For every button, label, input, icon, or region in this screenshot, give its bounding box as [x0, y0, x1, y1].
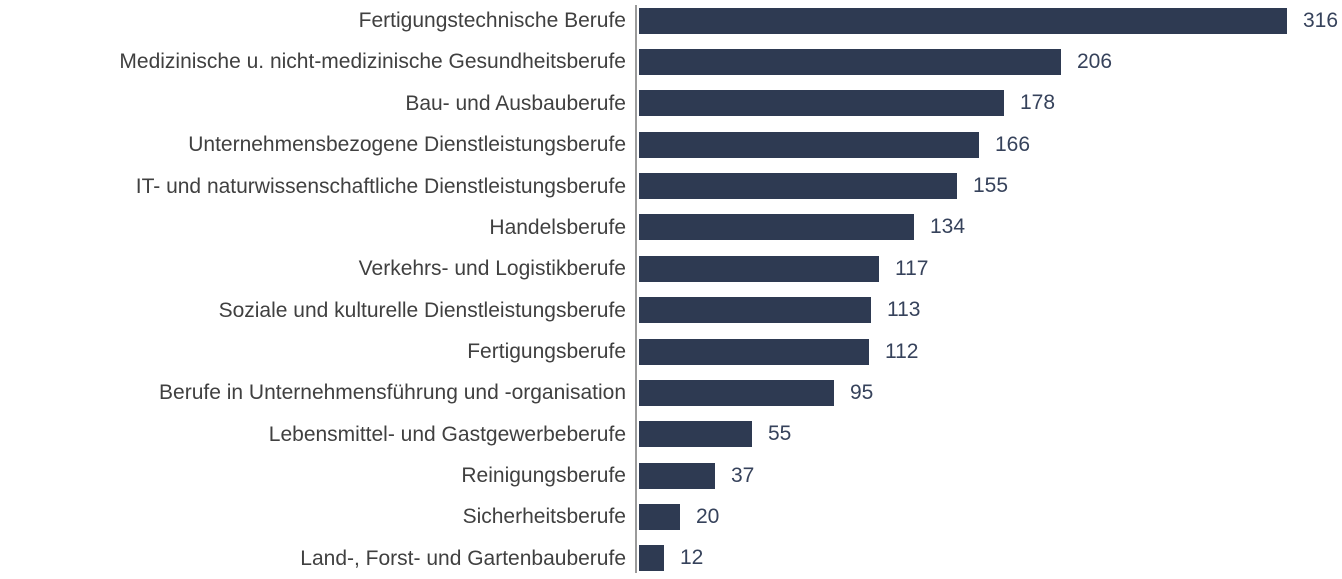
category-label: Fertigungsberufe: [467, 340, 626, 363]
bar-area: 55: [639, 414, 1342, 455]
bar: [639, 503, 680, 530]
category-label: Reinigungsberufe: [461, 464, 626, 488]
category-label: Medizinische u. nicht-medizinische Gesun…: [119, 50, 626, 74]
value-label: 12: [680, 546, 704, 570]
chart-row: Bau- und Ausbauberufe 178: [0, 83, 1342, 124]
bar-area: 113: [639, 290, 1342, 331]
chart-row: Fertigungstechnische Berufe 316: [0, 0, 1342, 41]
bar-area: 20: [639, 496, 1342, 537]
chart-row: Unternehmensbezogene Dienstleistungsberu…: [0, 124, 1342, 165]
bar: [639, 49, 1061, 76]
value-label: 316: [1303, 8, 1339, 32]
category-label: IT- und naturwissenschaftliche Dienstlei…: [135, 174, 626, 198]
category-label: Fertigungstechnische Berufe: [358, 9, 626, 33]
value-label: 155: [973, 174, 1009, 198]
chart-row: Fertigungsberufe 112: [0, 331, 1342, 372]
bar-area: 316: [639, 0, 1342, 41]
bar: [639, 173, 957, 200]
y-axis-line: [635, 5, 637, 573]
category-label: Lebensmittel- und Gastgewerbeberufe: [268, 422, 626, 446]
bar-area: 117: [639, 248, 1342, 289]
chart-row: Verkehrs- und Logistikberufe 117: [0, 248, 1342, 289]
value-label: 95: [850, 380, 874, 404]
bar-area: 206: [639, 41, 1342, 82]
bar-area: 95: [639, 372, 1342, 413]
bar-area: 166: [639, 124, 1342, 165]
chart-row: Land-, Forst- und Gartenbauberufe 12: [0, 538, 1342, 579]
bar: [639, 255, 879, 282]
bar-area: 37: [639, 455, 1342, 496]
category-label: Handelsberufe: [489, 215, 626, 239]
value-label: 117: [895, 256, 929, 280]
category-label: Soziale und kulturelle Dienstleistungsbe…: [218, 298, 626, 322]
chart-row: Handelsberufe 134: [0, 207, 1342, 248]
chart-row: Sicherheitsberufe 20: [0, 496, 1342, 537]
value-label: 178: [1020, 91, 1056, 115]
bar: [639, 90, 1004, 117]
bar: [639, 297, 871, 324]
chart-row: Reinigungsberufe 37: [0, 455, 1342, 496]
category-label: Sicherheitsberufe: [462, 505, 626, 529]
bar-area: 112: [639, 331, 1342, 372]
chart-row: Lebensmittel- und Gastgewerbeberufe 55: [0, 414, 1342, 455]
category-label: Verkehrs- und Logistikberufe: [358, 257, 626, 281]
bar-area: 155: [639, 165, 1342, 206]
bar: [639, 545, 664, 572]
value-label: 134: [930, 215, 966, 239]
bar: [639, 338, 869, 365]
chart-row: Soziale und kulturelle Dienstleistungsbe…: [0, 290, 1342, 331]
category-label: Land-, Forst- und Gartenbauberufe: [300, 546, 626, 570]
value-label: 113: [887, 298, 921, 322]
value-label: 55: [768, 422, 792, 446]
bar: [639, 131, 979, 158]
bar-area: 12: [639, 538, 1342, 579]
value-label: 206: [1077, 50, 1113, 74]
value-label: 37: [731, 463, 755, 487]
chart-row: Berufe in Unternehmensführung und -organ…: [0, 372, 1342, 413]
chart-row: Medizinische u. nicht-medizinische Gesun…: [0, 41, 1342, 82]
bar: [639, 214, 914, 241]
category-label: Unternehmensbezogene Dienstleistungsberu…: [188, 133, 626, 157]
bar: [639, 7, 1287, 34]
bar: [639, 421, 752, 448]
value-label: 166: [995, 132, 1031, 156]
bar-area: 178: [639, 83, 1342, 124]
bar-area: 134: [639, 207, 1342, 248]
category-label: Bau- und Ausbauberufe: [405, 91, 626, 115]
chart-row: IT- und naturwissenschaftliche Dienstlei…: [0, 165, 1342, 206]
bar: [639, 462, 715, 489]
value-label: 112: [885, 339, 919, 363]
value-label: 20: [696, 504, 720, 528]
bar: [639, 379, 834, 406]
category-label: Berufe in Unternehmensführung und -organ…: [159, 381, 626, 405]
